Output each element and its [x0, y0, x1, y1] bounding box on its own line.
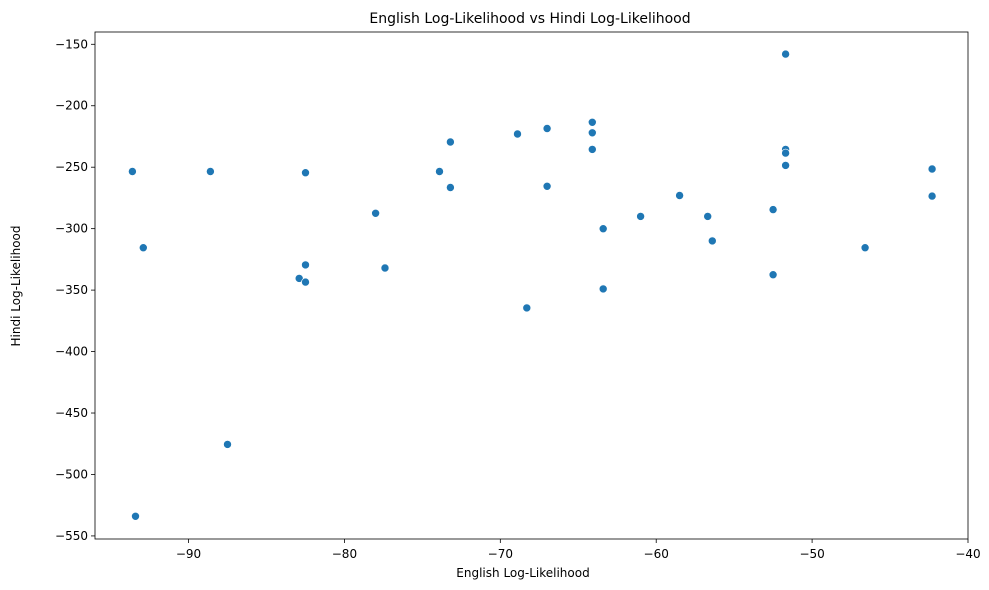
- data-point-22: [598, 224, 608, 233]
- data-point-7: [301, 168, 310, 177]
- y-tick-label: −300: [55, 222, 88, 236]
- data-point-35: [927, 164, 937, 174]
- plot-area-frame: [94, 31, 969, 540]
- x-tick-label: −40: [955, 547, 980, 561]
- data-point-3: [139, 243, 148, 252]
- x-axis-label: English Log-Likelihood: [456, 566, 589, 580]
- x-tick-label: −80: [332, 547, 357, 561]
- data-point-12: [435, 167, 444, 176]
- x-tick-label: −90: [176, 547, 201, 561]
- y-tick-label: −500: [55, 467, 88, 481]
- y-tick-label: −450: [55, 406, 88, 420]
- x-axis-ticks: −90 −80 −70 −60 −50 −40: [176, 539, 981, 561]
- data-point-32: [781, 148, 790, 158]
- data-point-29: [768, 270, 778, 280]
- chart-title: English Log-Likelihood vs Hindi Log-Like…: [369, 11, 690, 27]
- y-tick-label: −550: [55, 529, 88, 543]
- data-point-5: [223, 440, 232, 449]
- data-point-27: [707, 236, 717, 246]
- data-point-33: [781, 161, 790, 170]
- y-tick-label: −150: [55, 37, 88, 51]
- x-tick-label: −70: [488, 547, 513, 561]
- data-point-13: [446, 137, 455, 147]
- y-tick-label: −250: [55, 160, 88, 174]
- data-point-18: [542, 182, 552, 191]
- data-point-24: [636, 212, 645, 221]
- data-points: [128, 49, 937, 521]
- data-point-4: [206, 167, 215, 176]
- data-point-23: [598, 284, 608, 294]
- data-point-30: [781, 49, 790, 59]
- y-tick-label: −200: [55, 99, 88, 113]
- y-tick-label: −400: [55, 345, 88, 359]
- data-point-6: [294, 274, 304, 283]
- y-tick-label: −350: [55, 283, 88, 297]
- data-point-16: [522, 303, 532, 313]
- data-point-25: [675, 191, 684, 200]
- data-point-2: [131, 511, 140, 521]
- data-point-19: [587, 118, 597, 127]
- data-point-34: [860, 243, 870, 252]
- data-point-9: [301, 277, 310, 287]
- data-point-26: [703, 212, 713, 221]
- y-axis-label: Hindi Log-Likelihood: [9, 226, 23, 347]
- data-point-8: [301, 260, 310, 270]
- data-point-1: [128, 167, 137, 176]
- x-tick-label: −60: [644, 547, 669, 561]
- y-axis-ticks: −550 −500 −450 −400 −350 −300 −250 −200 −150: [55, 37, 95, 543]
- x-tick-label: −50: [799, 547, 824, 561]
- data-point-21: [587, 145, 597, 154]
- data-point-17: [542, 124, 552, 133]
- data-point-11: [380, 263, 390, 273]
- data-point-10: [371, 209, 380, 218]
- data-point-14: [446, 183, 455, 192]
- data-point-28: [768, 205, 778, 214]
- data-point-36: [927, 191, 937, 201]
- data-point-20: [587, 128, 597, 138]
- data-point-15: [513, 129, 522, 139]
